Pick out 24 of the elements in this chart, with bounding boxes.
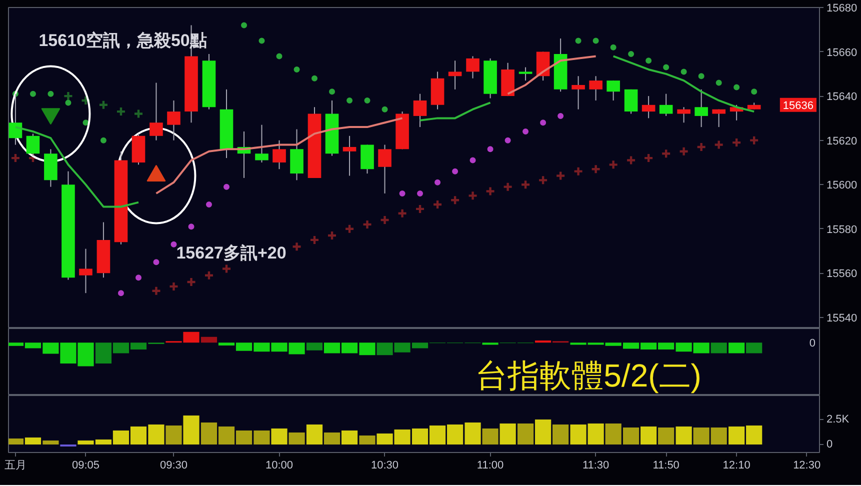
x-tick-label: 12:30 bbox=[793, 460, 821, 472]
x-tick-label: 11:00 bbox=[476, 460, 504, 472]
y-tick-label: 15580 bbox=[826, 224, 858, 236]
y-tick-label: 15620 bbox=[826, 135, 858, 148]
x-tick-label: 12:10 bbox=[722, 460, 750, 472]
y-tick-label: 15640 bbox=[826, 91, 858, 104]
y-tick-label: 2.5K bbox=[826, 414, 850, 426]
y-tick-label: 15660 bbox=[826, 46, 858, 59]
x-tick-label: 09:30 bbox=[160, 460, 188, 472]
annotation: 15627多訊+20 bbox=[176, 244, 286, 263]
x-tick-label: 11:50 bbox=[652, 460, 680, 472]
annotation: 台指軟體5/2(二) bbox=[476, 358, 702, 394]
x-tick-label: 09:05 bbox=[72, 460, 100, 472]
x-tick-label: 11:30 bbox=[582, 460, 610, 472]
x-tick-label: 10:30 bbox=[371, 460, 399, 472]
x-tick-label: 五月 bbox=[4, 460, 26, 472]
y-tick-label: 15600 bbox=[826, 180, 858, 192]
y-tick-label: 15680 bbox=[826, 2, 858, 14]
y-tick-label: 15560 bbox=[826, 268, 858, 280]
x-tick-label: 10:00 bbox=[265, 460, 294, 472]
annotation: 15636 bbox=[782, 100, 814, 112]
annotation: 0 bbox=[809, 338, 816, 350]
y-tick-label: 0 bbox=[826, 438, 833, 450]
y-tick-label: 15540 bbox=[826, 312, 858, 324]
